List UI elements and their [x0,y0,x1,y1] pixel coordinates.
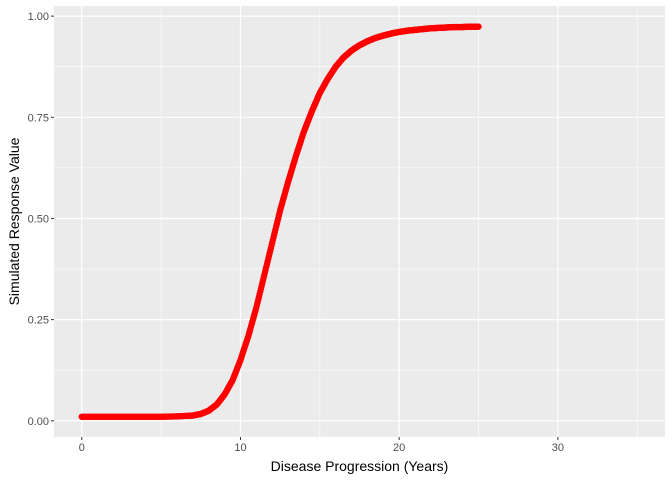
y-tick-label: 0.75 [28,112,49,124]
y-tick-label: 1.00 [28,11,49,23]
x-tick-label: 20 [393,442,405,454]
x-tick-label: 30 [552,442,564,454]
y-tick-label: 0.50 [28,213,49,225]
x-tick-label: 0 [79,442,85,454]
plot-panel [54,6,665,437]
minor-gridlines [54,6,665,437]
y-tick-label: 0.25 [28,315,49,327]
y-tick-label: 0.00 [28,416,49,428]
x-tick-label: 10 [234,442,246,454]
data-points [78,23,482,420]
major-gridlines [54,6,665,437]
data-point [475,23,482,30]
x-axis: 0 10 20 30 [79,437,564,454]
x-axis-title: Disease Progression (Years) [271,458,449,474]
y-axis: 0.00 0.25 0.50 0.75 1.00 [28,11,54,428]
y-axis-title: Simulated Response Value [6,137,22,305]
